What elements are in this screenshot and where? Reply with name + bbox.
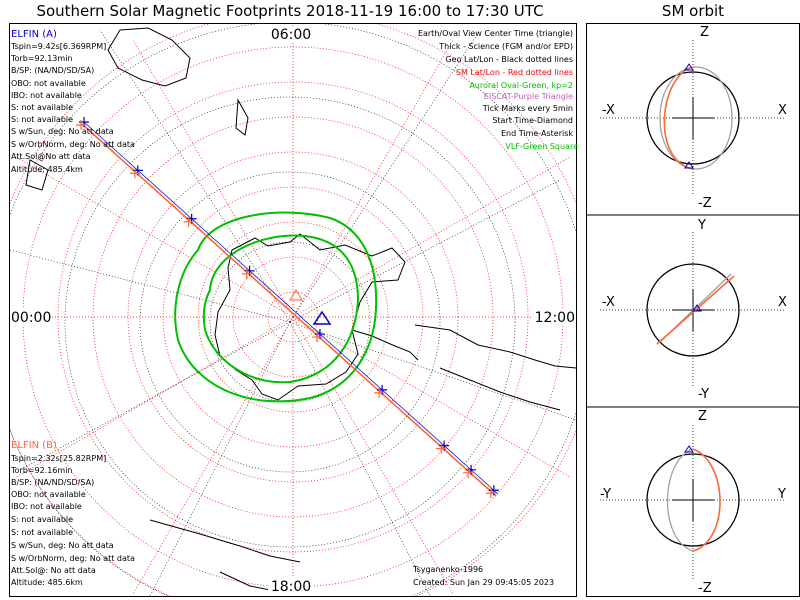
auroral-oval bbox=[174, 211, 378, 403]
antarctica-coast bbox=[214, 233, 406, 401]
mlt-labels: 06:00 00:00 12:00 18:00 bbox=[10, 26, 576, 595]
tick-mark-elfin-b bbox=[374, 387, 385, 398]
probe-b-line: S w/Sun, deg: No att data bbox=[11, 541, 114, 550]
legend-line: EISCAT-Purple Triangle bbox=[484, 92, 573, 101]
probe-b-line: S: not available bbox=[11, 528, 73, 537]
legend-line: VLF-Green Square bbox=[505, 142, 578, 151]
axis-label-top: Y bbox=[697, 218, 706, 233]
new-zealand-coast bbox=[235, 98, 249, 136]
center-triangle-b bbox=[289, 289, 303, 301]
axis-label-right: Y bbox=[777, 487, 786, 502]
probe-a-line: IBO: not available bbox=[11, 91, 82, 100]
islands-coast bbox=[25, 159, 49, 191]
probe-a-line: B/SP: (NA/ND/SD/SA) bbox=[11, 66, 94, 75]
mlt-label-bottom: 18:00 bbox=[271, 579, 311, 595]
legend-line: Thick - Science (FGM and/or EPD) bbox=[438, 42, 573, 51]
south-america-coast-2 bbox=[439, 367, 561, 411]
legend-line: Start Time-Diamond bbox=[492, 116, 573, 125]
probe-a-line: S w/OrbNorm, deg: No att data bbox=[11, 140, 135, 149]
orbit-panels: Z -Z -X X Y -Y -X X Z -Z bbox=[586, 25, 800, 596]
tick-mark-elfin-b bbox=[311, 332, 322, 343]
legend-line: End Time-Asterisk bbox=[501, 129, 573, 138]
australia-coast bbox=[107, 27, 191, 87]
south-america-coast bbox=[414, 324, 576, 369]
polar-plot-frame bbox=[9, 23, 577, 597]
axis-label-right: X bbox=[778, 295, 787, 310]
axis-label-bottom: -Z bbox=[698, 196, 712, 211]
axis-label-top: Z bbox=[698, 409, 707, 424]
tick-mark-elfin-b bbox=[241, 268, 252, 279]
probe-b-line: S: not available bbox=[11, 515, 73, 524]
probe-a-info: ELFIN (A) Tspin=9.42s[6.369RPM] Torb=92.… bbox=[10, 29, 135, 174]
legend-line: Geo Lat/Lon - Black dotted lines bbox=[445, 55, 573, 64]
tick-mark-elfin-b bbox=[183, 216, 194, 227]
legend-line: Auroral Oval-Green, kp=2 bbox=[469, 81, 573, 90]
axis-label-left: -X bbox=[602, 103, 615, 118]
probe-a-line: Tspin=9.42s[6.369RPM] bbox=[10, 42, 106, 51]
page-title: Southern Solar Magnetic Footprints 2018-… bbox=[36, 2, 544, 20]
legend-line: Earth/Oval View Center Time (triangle) bbox=[418, 29, 573, 38]
auroral-oval-inner bbox=[202, 234, 360, 384]
probe-b-line: OBO: not available bbox=[11, 490, 86, 499]
track-elfin-a bbox=[83, 121, 499, 495]
probe-a-line: S w/Sun, deg: No att data bbox=[11, 127, 114, 136]
axis-label-bottom: -Y bbox=[698, 387, 709, 402]
auroral-oval-outer bbox=[174, 211, 378, 403]
orbit-panel-xy: Y -Y -X X bbox=[600, 218, 787, 402]
orbit-panel-xz: Z -Z -X X bbox=[600, 25, 787, 211]
probe-b-name: ELFIN (B) bbox=[11, 440, 57, 451]
tick-mark-elfin-b bbox=[463, 467, 474, 478]
tick-mark-elfin-b bbox=[76, 120, 86, 130]
probe-b-line: Tspin=2.32s[25.82RPM] bbox=[10, 454, 106, 463]
axis-label-bottom: -Z bbox=[698, 581, 712, 596]
mlt-label-top: 06:00 bbox=[271, 27, 311, 43]
legend-line: Tick Marks every 5min bbox=[482, 104, 573, 113]
probe-a-line: Torb=92.13min bbox=[10, 54, 72, 63]
probe-a-line: Att.Sol@No att data bbox=[11, 152, 91, 161]
mlt-label-left: 00:00 bbox=[11, 310, 51, 326]
probe-a-name: ELFIN (A) bbox=[11, 29, 57, 40]
legend-line: SM Lat/Lon - Red dotted lines bbox=[456, 68, 573, 77]
tick-mark-elfin-b bbox=[485, 488, 496, 499]
track-elfin-b bbox=[81, 123, 497, 497]
peninsula-coast bbox=[351, 329, 419, 361]
probe-b-line: IBO: not available bbox=[11, 502, 82, 511]
probe-b-line: S w/OrbNorm, deg: No att data bbox=[11, 554, 135, 563]
probe-a-line: S: not available bbox=[11, 115, 73, 124]
probe-a-line: OBO: not available bbox=[11, 79, 86, 88]
axis-label-left: -X bbox=[602, 295, 615, 310]
probe-b-info: ELFIN (B) Tspin=2.32s[25.82RPM] Torb=92.… bbox=[10, 440, 135, 587]
probe-b-line: Att.Sol@: No att data bbox=[11, 566, 96, 575]
orbit-panel-yz: Z -Z -Y Y bbox=[600, 409, 786, 596]
legend: Earth/Oval View Center Time (triangle) T… bbox=[418, 29, 578, 151]
probe-a-line: S: not available bbox=[11, 103, 73, 112]
africa-coast bbox=[149, 519, 301, 563]
probe-b-line: B/SP: (NA/ND/SD/SA) bbox=[11, 478, 94, 487]
probe-a-line: Altitude: 485.4km bbox=[11, 165, 83, 174]
track-tick-marks bbox=[76, 117, 499, 499]
probe-b-line: Altitude: 485.6km bbox=[11, 578, 83, 587]
tick-mark-elfin-b bbox=[129, 168, 140, 179]
created-label: Created: Sun Jan 29 09:45:05 2023 bbox=[413, 578, 554, 587]
mlt-label-right: 12:00 bbox=[535, 310, 575, 326]
tick-mark-elfin-b bbox=[436, 443, 447, 454]
axis-label-right: X bbox=[778, 103, 787, 118]
axis-label-left: -Y bbox=[600, 487, 611, 502]
geo-grid bbox=[10, 24, 576, 596]
orbit-panel-title: SM orbit bbox=[661, 2, 725, 20]
center-triangle-a bbox=[312, 310, 332, 325]
axis-label-top: Z bbox=[700, 25, 709, 40]
model-label: Tsyganenko-1996 bbox=[412, 565, 483, 574]
coastlines bbox=[25, 27, 576, 593]
plot-footer: Tsyganenko-1996 Created: Sun Jan 29 09:4… bbox=[412, 565, 554, 587]
probe-b-line: Torb=92.16min bbox=[10, 466, 72, 475]
footprint-tracks bbox=[76, 117, 499, 499]
